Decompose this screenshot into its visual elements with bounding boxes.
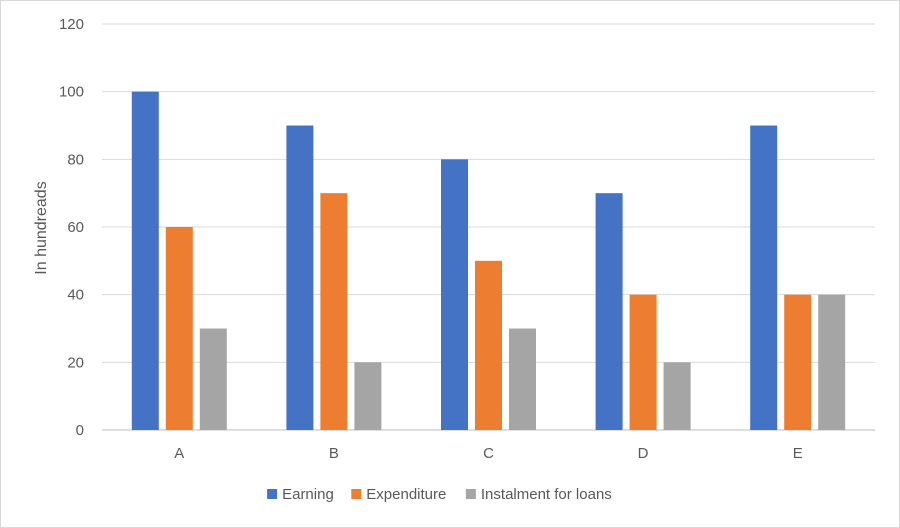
- y-tick-label: 120: [59, 16, 84, 33]
- bar-instalment-for-loans-a: [199, 328, 227, 430]
- bar-instalment-for-loans-e: [818, 294, 846, 430]
- x-tick-label: B: [329, 445, 339, 462]
- bar-expenditure-a: [165, 227, 193, 430]
- y-tick-label: 60: [67, 219, 84, 236]
- x-tick-label: E: [793, 445, 803, 462]
- y-tick-label: 0: [76, 422, 84, 439]
- bar-instalment-for-loans-c: [509, 328, 536, 430]
- legend-label-expenditure: Expenditure: [366, 486, 446, 503]
- legend-swatch-instalment-for-loans: [465, 489, 476, 499]
- legend-swatch-expenditure: [351, 489, 362, 499]
- y-tick-label: 20: [67, 354, 84, 371]
- x-tick-label: C: [483, 445, 494, 462]
- bar-expenditure-d: [629, 294, 657, 430]
- y-axis-ticks: 0 20 40 60 80 100 120: [59, 16, 84, 439]
- bar-earning-a: [131, 91, 159, 431]
- bar-instalment-for-loans-d: [663, 362, 691, 430]
- y-tick-label: 80: [67, 151, 84, 168]
- legend-label-earning: Earning: [282, 486, 334, 503]
- bar-expenditure-c: [475, 260, 502, 430]
- gridlines: [102, 23, 875, 431]
- legend: Earning Expenditure Instalment for loans: [267, 486, 612, 503]
- y-tick-label: 100: [59, 84, 84, 101]
- bar-instalment-for-loans-b: [354, 362, 382, 430]
- legend-swatch-earning: [267, 489, 278, 499]
- y-tick-label: 40: [67, 287, 84, 304]
- x-tick-label: D: [638, 445, 649, 462]
- bar-earning-c: [441, 159, 468, 431]
- bars: [131, 91, 846, 431]
- bar-earning-b: [286, 125, 314, 430]
- x-tick-label: A: [174, 445, 184, 462]
- y-axis-title: In hundreads: [33, 181, 50, 274]
- x-axis-ticks: A B C D E: [174, 445, 802, 462]
- bar-earning-e: [750, 125, 778, 430]
- legend-label-instalment-for-loans: Instalment for loans: [481, 486, 612, 503]
- bar-earning-d: [595, 193, 623, 430]
- bar-expenditure-e: [784, 294, 812, 430]
- bar-expenditure-b: [320, 193, 348, 430]
